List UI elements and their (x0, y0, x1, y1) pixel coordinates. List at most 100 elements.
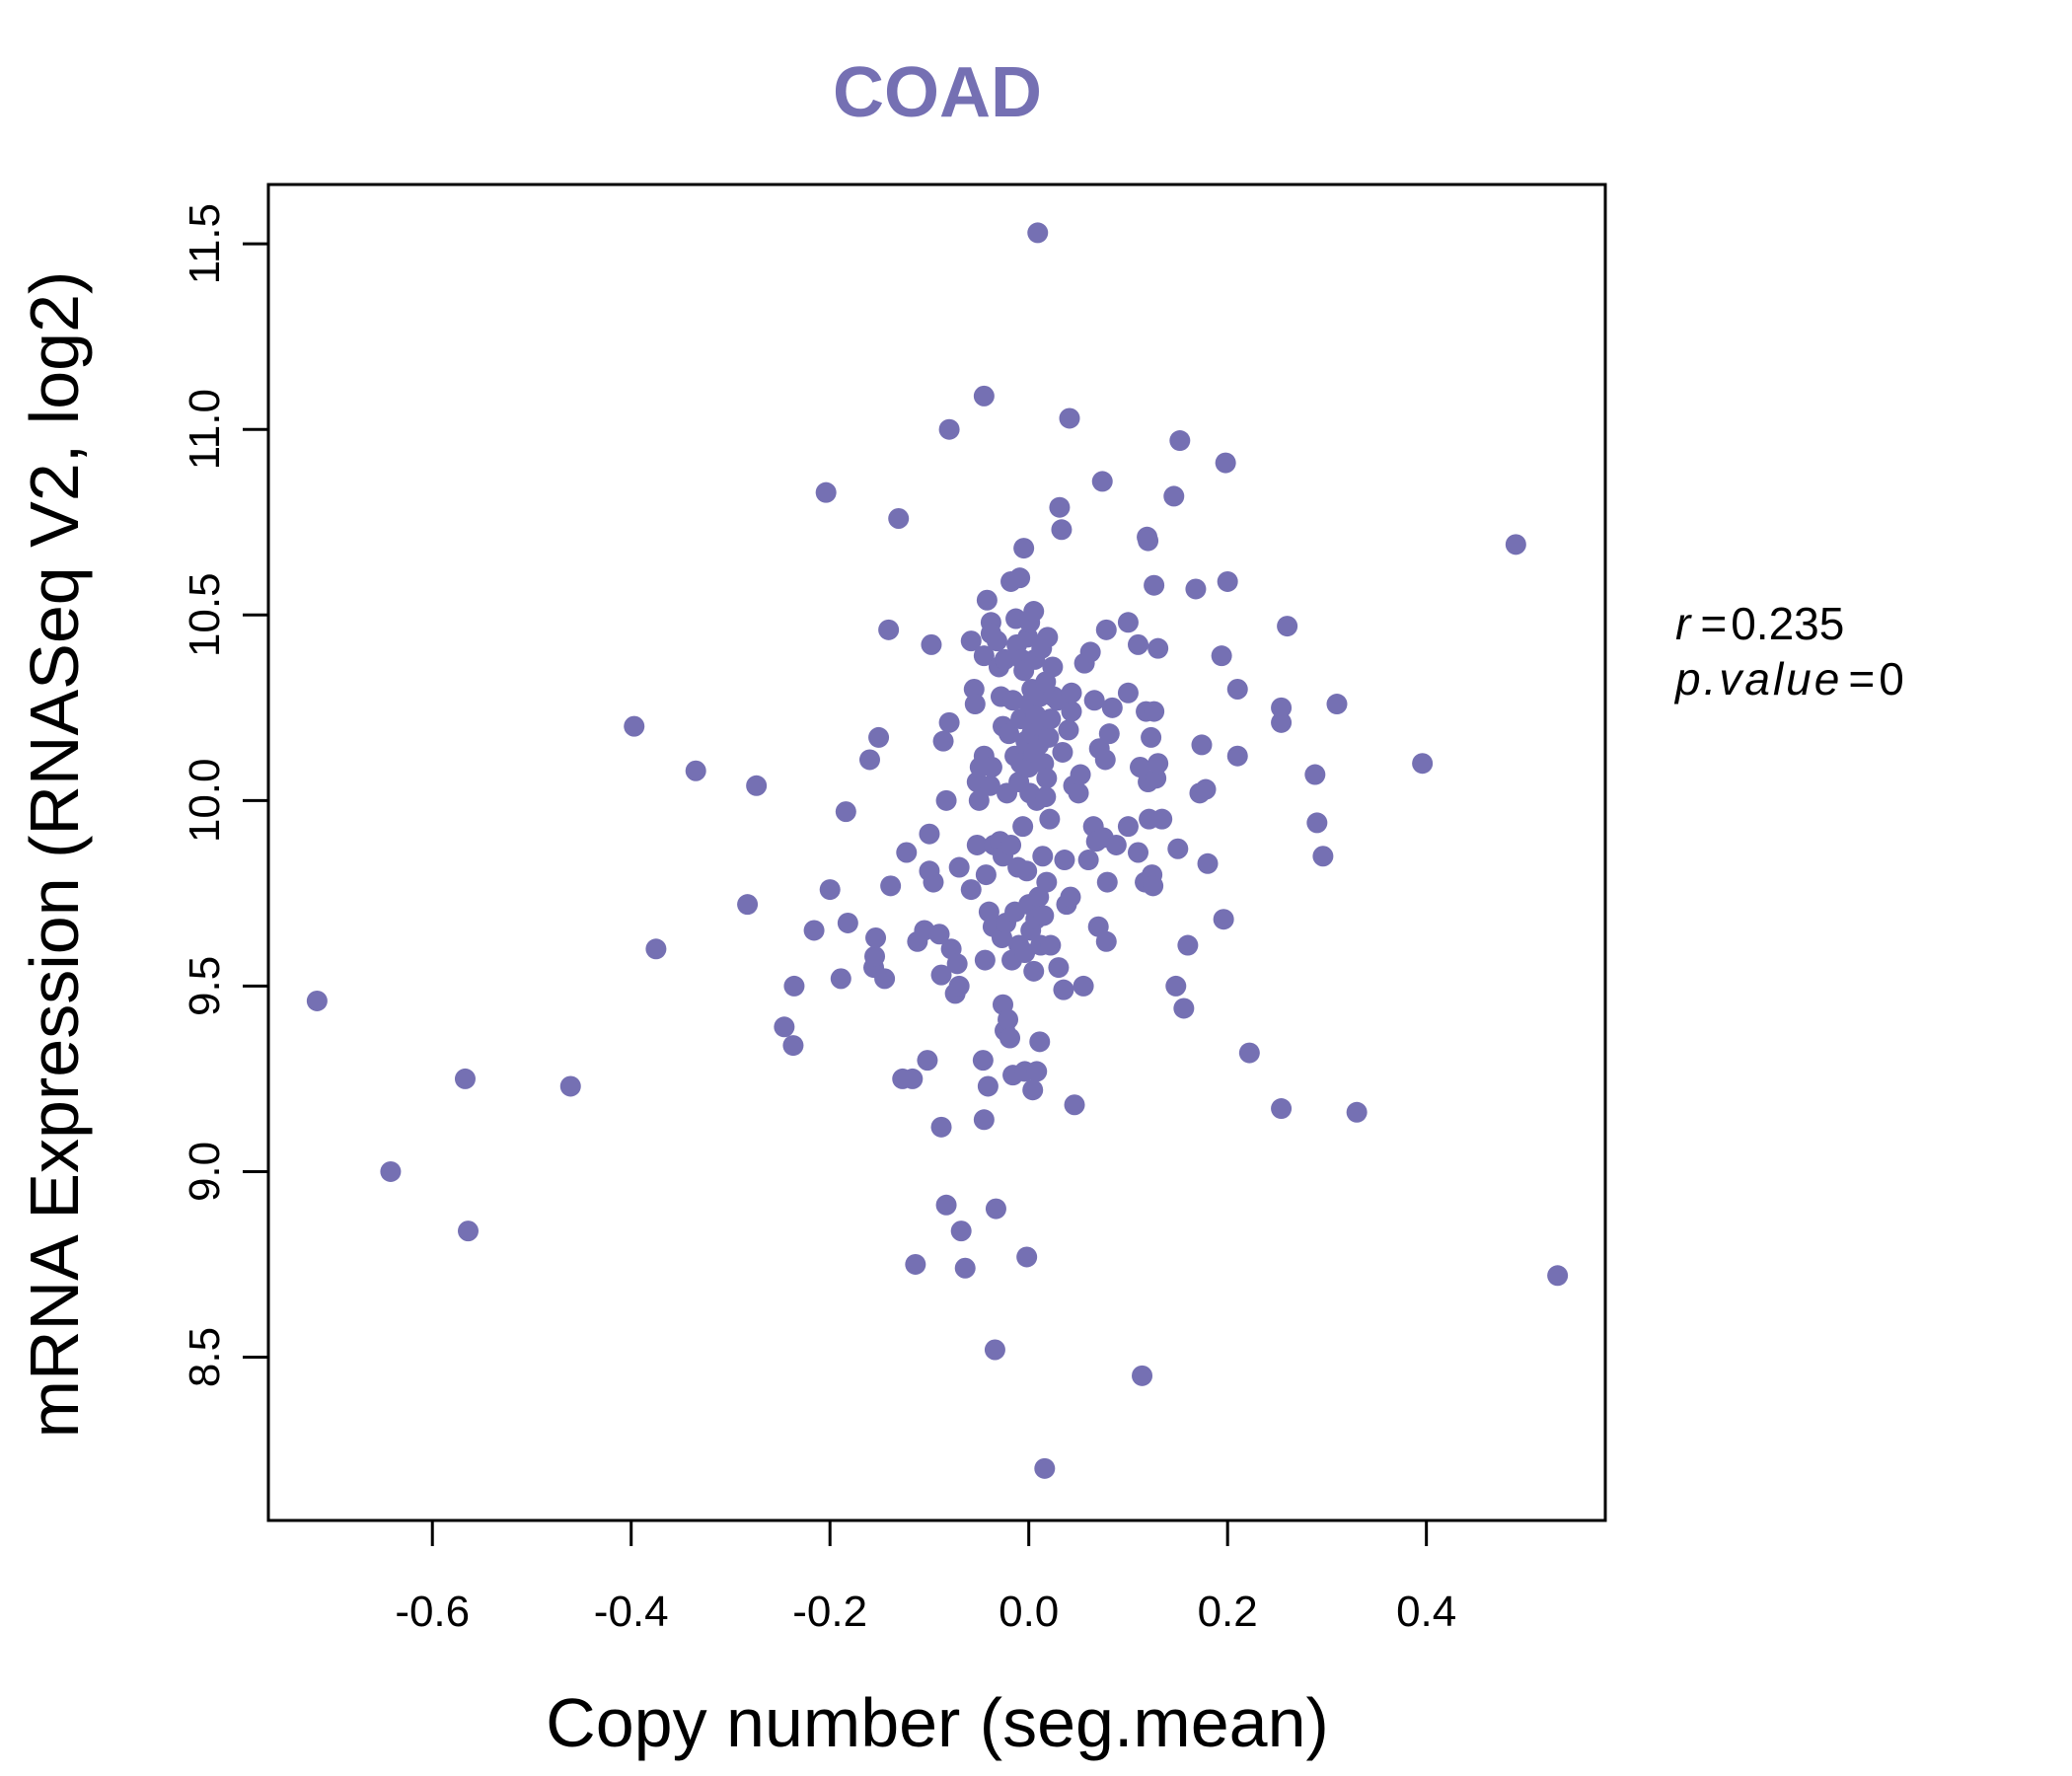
data-point (803, 920, 825, 941)
data-point (815, 481, 837, 503)
data-point (1083, 690, 1105, 711)
data-point (973, 1109, 995, 1131)
data-point (1051, 519, 1073, 541)
data-point (1022, 1079, 1044, 1101)
data-point (819, 879, 841, 901)
data-point (1151, 808, 1173, 830)
data-point (1271, 1098, 1293, 1120)
data-point (1117, 682, 1139, 703)
data-point (946, 953, 968, 975)
data-point (930, 1116, 952, 1138)
data-point (1037, 627, 1059, 648)
data-point (1016, 1246, 1038, 1268)
data-point (1026, 1061, 1048, 1082)
data-point (1042, 656, 1064, 678)
data-point (1049, 496, 1071, 518)
data-point (1096, 871, 1118, 893)
data-point (1023, 960, 1045, 982)
data-point (1068, 782, 1089, 804)
data-points (306, 222, 1569, 1479)
data-point (1138, 530, 1159, 552)
data-point (921, 633, 942, 655)
data-point (1167, 838, 1189, 859)
data-point (1053, 979, 1074, 1000)
data-point (923, 871, 944, 893)
data-point (986, 630, 1007, 652)
data-point (380, 1160, 402, 1182)
data-point (1036, 768, 1058, 789)
data-point (985, 1198, 1006, 1220)
data-point (1117, 612, 1139, 633)
data-point (1091, 471, 1113, 492)
x-axis-title: Copy number (seg.mean) (546, 1684, 1329, 1761)
data-point (1346, 1101, 1368, 1123)
data-point (976, 589, 998, 611)
data-point (995, 648, 1016, 670)
data-point (1040, 934, 1062, 956)
data-point (1226, 679, 1248, 701)
data-point (1064, 1094, 1085, 1116)
data-point (1033, 905, 1055, 926)
data-point (1505, 534, 1526, 555)
r-stat: r =0.235 (1675, 598, 1844, 649)
data-point (1144, 574, 1165, 596)
data-point (1215, 452, 1236, 474)
data-point (979, 775, 1000, 796)
r-stat-value: 0.235 (1731, 598, 1844, 649)
data-point (1058, 719, 1079, 741)
data-point (774, 1016, 795, 1038)
data-point (685, 760, 706, 781)
data-point (1061, 682, 1082, 703)
data-point (975, 864, 997, 886)
data-point (1016, 860, 1038, 882)
data-point (1185, 578, 1207, 600)
data-point (1173, 998, 1195, 1019)
data-point (928, 924, 950, 945)
data-point (1054, 850, 1075, 871)
x-tick-label: -0.2 (792, 1588, 867, 1636)
data-point (1070, 764, 1091, 785)
data-point (864, 945, 886, 967)
p-value-stat-label: p.value (1673, 653, 1842, 704)
data-point (1163, 485, 1185, 507)
p-value-stat-equals: = (1848, 653, 1875, 704)
data-point (888, 508, 910, 529)
data-point (964, 694, 986, 715)
data-point (1147, 637, 1169, 659)
data-point (1132, 1365, 1153, 1386)
data-point (1013, 538, 1035, 559)
data-point (1306, 812, 1328, 834)
data-point (935, 1194, 957, 1216)
data-point (981, 756, 1002, 777)
data-point (1048, 957, 1070, 979)
y-tick-label: 9.0 (181, 1142, 229, 1202)
data-point (1009, 567, 1031, 589)
data-point (948, 856, 970, 878)
x-tick-label: 0.0 (999, 1588, 1059, 1636)
data-point (1144, 701, 1165, 722)
data-point (830, 968, 851, 990)
data-point (1002, 690, 1024, 711)
data-point (919, 823, 940, 845)
data-point (984, 1339, 1005, 1361)
data-point (1036, 871, 1058, 893)
data-point (624, 715, 645, 737)
x-tick-label: -0.6 (395, 1588, 470, 1636)
data-point (960, 879, 982, 901)
data-point (1141, 726, 1162, 748)
data-point (950, 1221, 972, 1242)
data-point (973, 385, 995, 407)
data-point (454, 1068, 476, 1089)
chart-title: COAD (833, 53, 1042, 132)
data-point (1032, 846, 1054, 867)
data-point (1027, 222, 1049, 244)
data-point (1226, 745, 1248, 767)
correlation-stats: r =0.235 p.value =0 (1673, 598, 1904, 704)
data-point (1304, 764, 1326, 785)
data-point (1079, 641, 1101, 663)
data-point (837, 912, 858, 933)
data-point (935, 789, 957, 811)
data-point (1211, 645, 1232, 667)
data-point (902, 1068, 924, 1089)
data-point (1217, 570, 1238, 592)
